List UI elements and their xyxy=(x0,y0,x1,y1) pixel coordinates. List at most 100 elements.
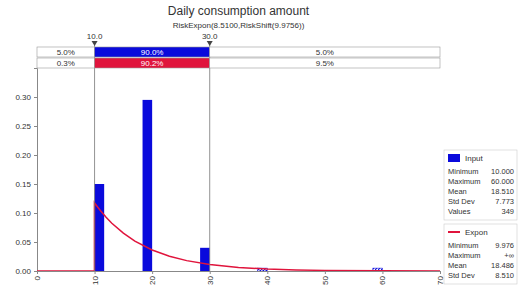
histogram xyxy=(95,100,383,271)
y-tick: 0.15 xyxy=(15,180,37,189)
legend-swatch xyxy=(448,231,460,233)
band-segment xyxy=(95,58,210,68)
stat-name: Maximum xyxy=(448,251,481,260)
band-segment xyxy=(37,58,95,68)
delimiter-label: 10.0 xyxy=(87,32,103,41)
stat-value: 7.773 xyxy=(495,197,514,206)
stat-value: 9.976 xyxy=(495,241,514,250)
x-tick: 60 xyxy=(378,271,387,285)
y-tick-label: 0.25 xyxy=(15,122,31,131)
histogram-bar xyxy=(162,271,172,272)
x-axis: 010203040506070 xyxy=(33,271,445,285)
stat-value: 18.486 xyxy=(491,261,514,270)
stat-value: 10.000 xyxy=(491,167,514,176)
legend-label: Input xyxy=(465,154,484,163)
y-tick: 0.25 xyxy=(15,122,37,131)
histogram-bar xyxy=(152,271,162,272)
y-tick-mark xyxy=(34,242,37,243)
band-segment xyxy=(210,58,440,68)
band-segment xyxy=(95,47,210,57)
stat-name: Values xyxy=(448,207,471,216)
y-tick-label: 0.20 xyxy=(15,151,31,160)
y-tick: 0.10 xyxy=(15,209,37,218)
plot-area xyxy=(37,100,440,271)
y-axis: 0.00 0.05 0.10 0.15 0.20 0.25 0.30 xyxy=(15,69,37,277)
band-segment xyxy=(37,47,95,57)
x-tick: 40 xyxy=(263,271,272,285)
stat-value: +∞ xyxy=(504,251,514,260)
y-tick: 0.00 xyxy=(15,267,37,276)
x-tick-mark xyxy=(95,271,96,274)
x-tick: 0 xyxy=(33,271,42,280)
y-tick-label: 0.00 xyxy=(15,267,31,276)
x-tick-label: 40 xyxy=(263,275,272,284)
histogram-bar xyxy=(181,271,191,272)
x-tick-label: 60 xyxy=(378,275,387,284)
y-tick-mark xyxy=(34,155,37,156)
x-tick: 30 xyxy=(206,271,215,285)
y-tick-mark xyxy=(34,271,37,272)
histogram-bar xyxy=(191,271,201,272)
stat-name: Minimum xyxy=(448,167,478,176)
band-label: 5.0% xyxy=(57,48,75,57)
stat-name: Mean xyxy=(448,187,467,196)
band-label: 90.2% xyxy=(141,59,164,68)
delimiter-line xyxy=(209,44,210,271)
x-tick-label: 20 xyxy=(148,275,157,284)
band-segment xyxy=(210,47,440,57)
y-tick-label: 0.05 xyxy=(15,238,31,247)
histogram-bar xyxy=(210,271,220,272)
histogram-bar xyxy=(200,248,210,271)
band-label: 5.0% xyxy=(316,48,334,57)
x-tick-mark xyxy=(152,271,153,274)
histogram-bar xyxy=(133,271,143,272)
y-tick-mark xyxy=(34,213,37,214)
x-tick-mark xyxy=(37,271,38,274)
y-tick: 0.20 xyxy=(15,151,37,160)
stat-name: Std Dev xyxy=(448,271,475,280)
delimiter-handle xyxy=(207,41,213,46)
x-tick-label: 50 xyxy=(321,275,330,284)
legend-label: Expon xyxy=(465,228,488,237)
delimiter-handle xyxy=(92,41,98,46)
y-tick-label: 0.30 xyxy=(15,93,31,102)
y-tick-mark xyxy=(34,126,37,127)
y-axis-line xyxy=(34,69,38,272)
delimiter-line xyxy=(94,44,95,271)
x-tick: 50 xyxy=(321,271,330,285)
x-tick-label: 0 xyxy=(33,275,42,280)
y-tick: 0.30 xyxy=(15,93,37,102)
histogram-bar xyxy=(239,271,249,272)
y-tick-label: 0.10 xyxy=(15,209,31,218)
stat-value: 8.510 xyxy=(495,271,514,280)
x-tick-mark xyxy=(325,271,326,274)
stat-value: 349 xyxy=(501,207,514,216)
x-axis-line xyxy=(38,272,441,275)
x-tick-mark xyxy=(210,271,211,274)
histogram-bar xyxy=(95,184,105,271)
stat-value: 60.000 xyxy=(491,177,514,186)
histogram-bar xyxy=(219,271,229,272)
y-tick-mark xyxy=(34,184,37,185)
y-tick-label: 0.15 xyxy=(15,180,31,189)
legend-swatch xyxy=(448,154,460,162)
x-tick: 10 xyxy=(91,271,100,285)
histogram-bar xyxy=(123,271,133,272)
stat-value: 18.510 xyxy=(491,187,514,196)
stat-name: Mean xyxy=(448,261,467,270)
subtitle: RiskExpon(8.5100,RiskShift(9.9756)) xyxy=(173,21,305,30)
y-tick-mark xyxy=(34,97,37,98)
y-tick: 0.05 xyxy=(15,238,37,247)
delimiter-label: 30.0 xyxy=(202,32,218,41)
stat-name: Minimum xyxy=(448,241,478,250)
legend-box xyxy=(444,150,517,220)
stat-name: Maximum xyxy=(448,177,481,186)
histogram-bar xyxy=(104,271,114,272)
histogram-bar xyxy=(277,271,287,272)
band-label: 9.5% xyxy=(316,59,334,68)
histogram-bar xyxy=(114,271,124,272)
stat-name: Std Dev xyxy=(448,197,475,206)
title: Daily consumption amount xyxy=(168,4,310,18)
x-tick-mark xyxy=(267,271,268,274)
x-tick-label: 30 xyxy=(206,275,215,284)
